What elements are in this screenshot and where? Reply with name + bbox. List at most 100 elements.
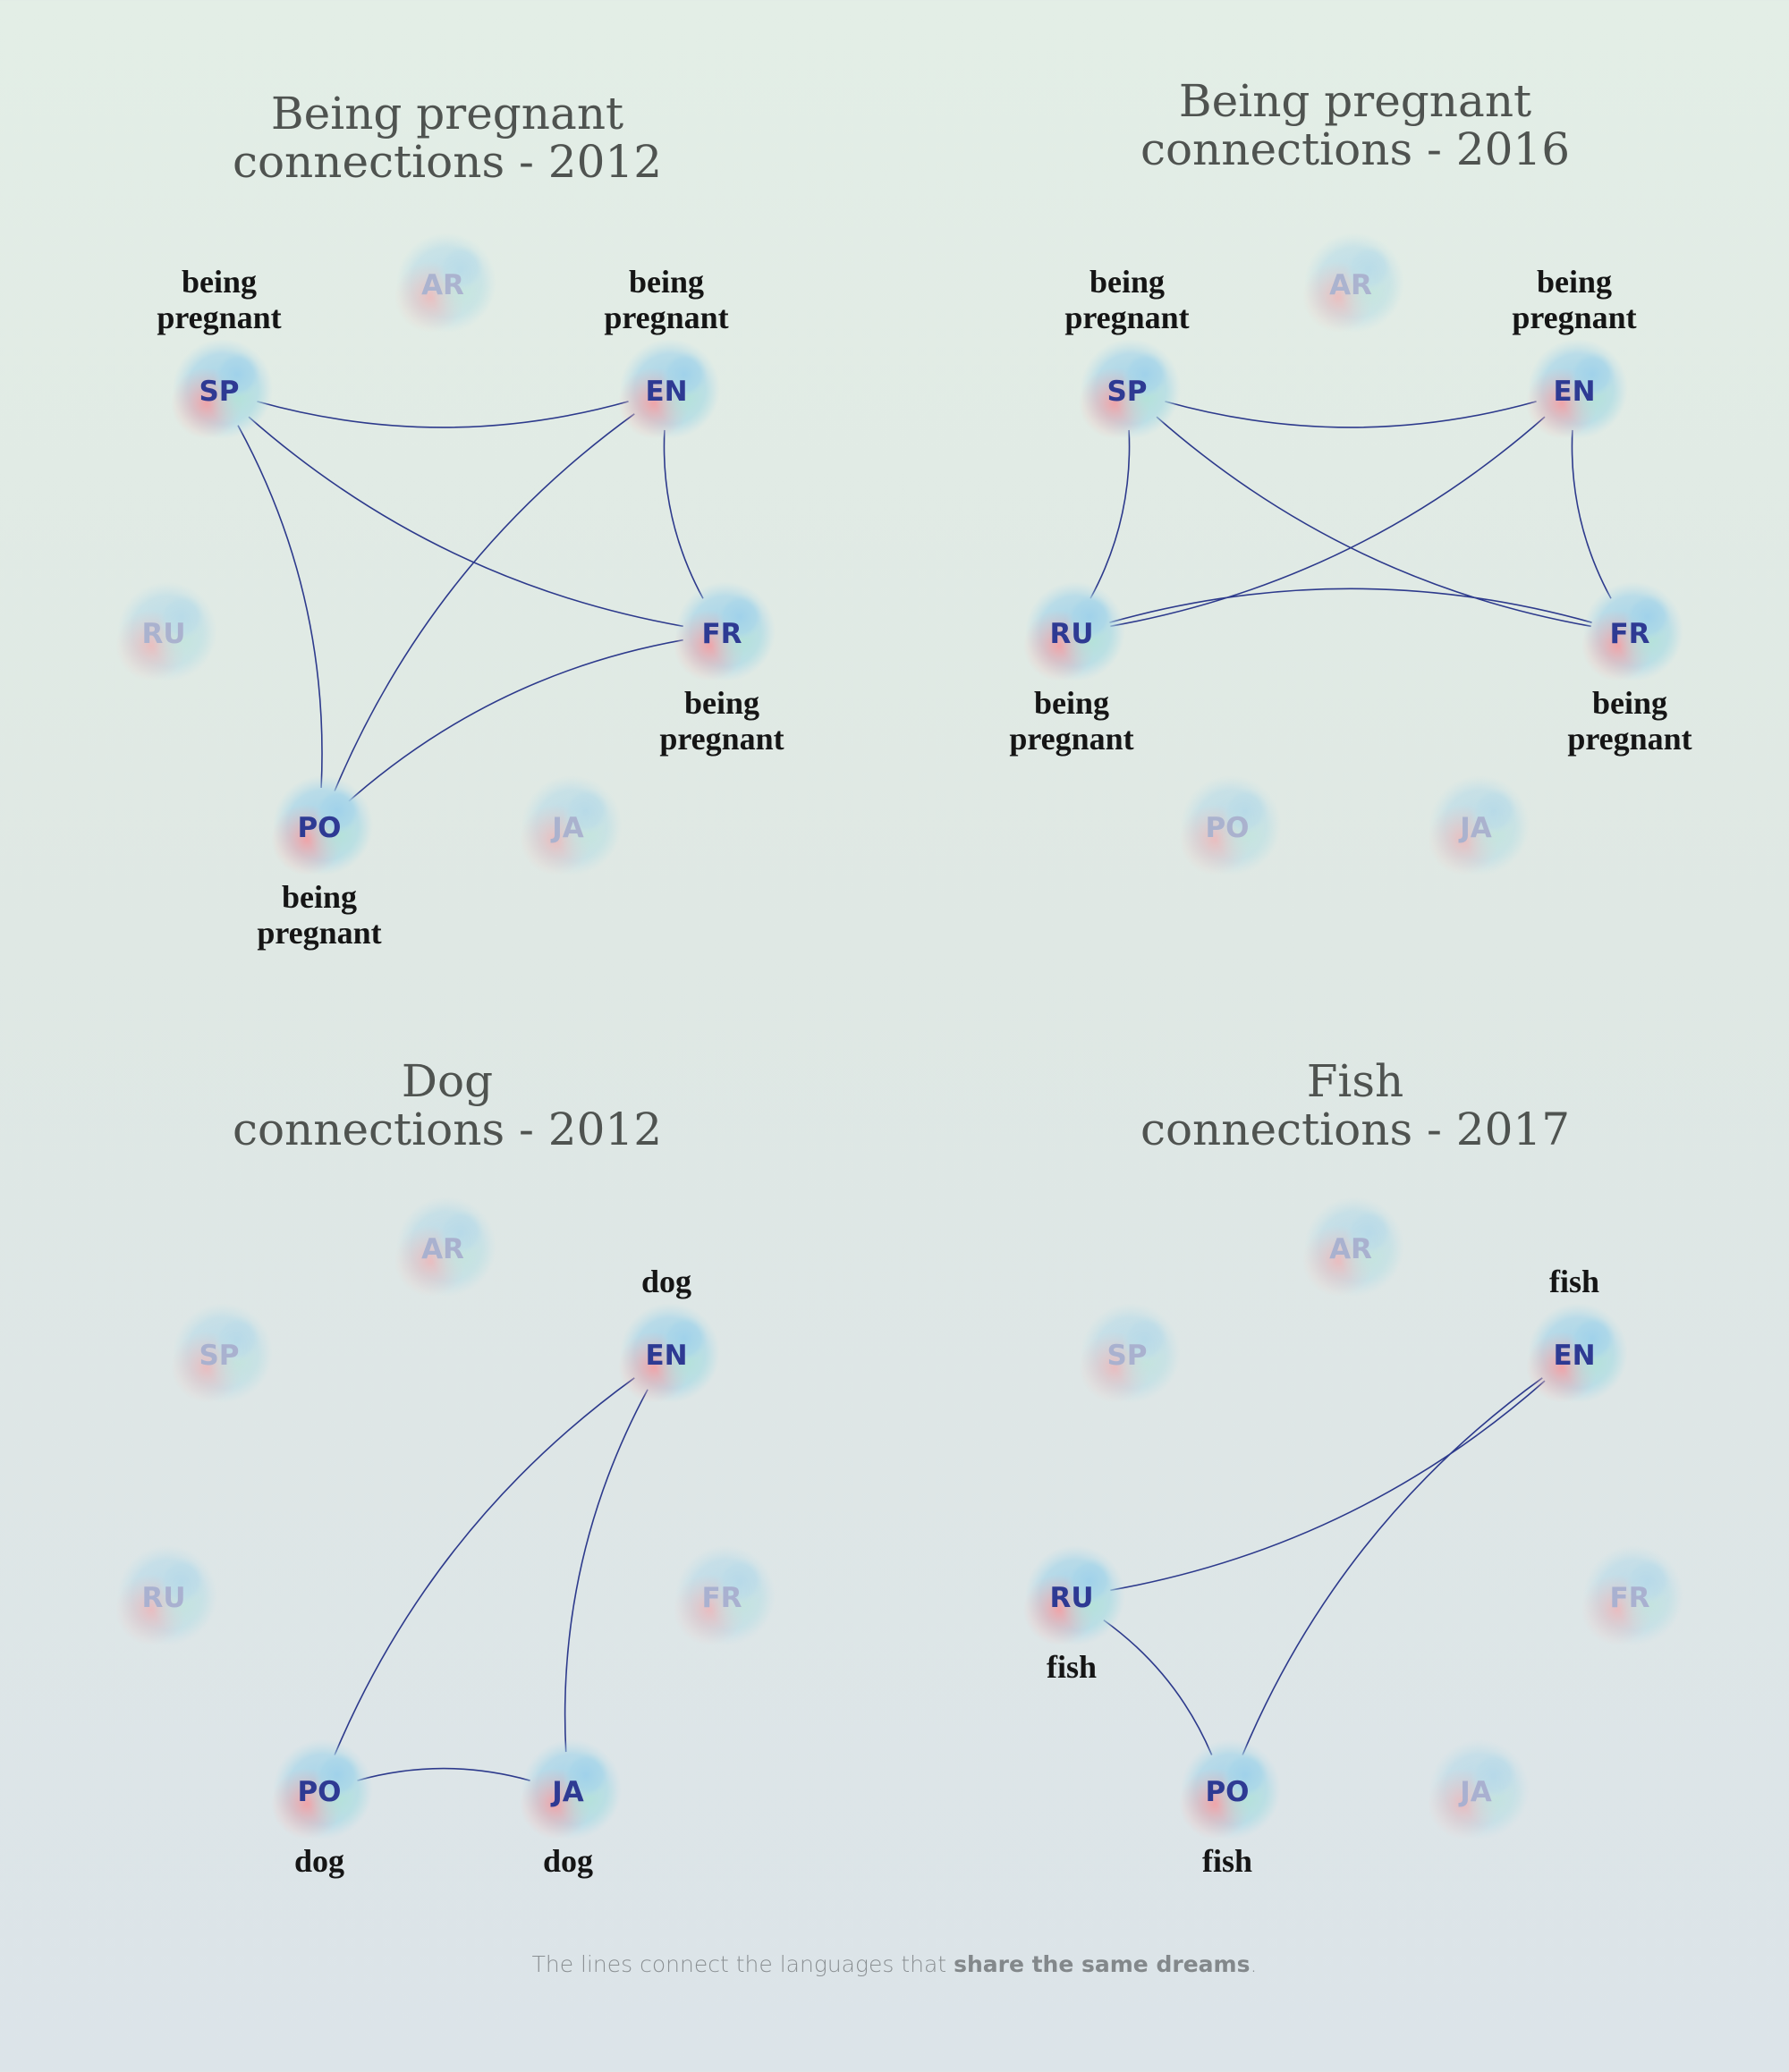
node-blob-blue-2 xyxy=(1122,1315,1168,1362)
edge-en-fr xyxy=(1571,429,1612,599)
word-label-en: fish xyxy=(1548,1264,1600,1299)
node-blob-blue-2 xyxy=(158,594,205,640)
node-code-label: AR xyxy=(421,1233,464,1265)
footer-period: . xyxy=(1250,1951,1258,1977)
node-code-label: AR xyxy=(1329,1233,1372,1265)
node-blob-blue-2 xyxy=(1471,788,1517,834)
edge-sp-fr xyxy=(1156,416,1591,628)
node-code-label: SP xyxy=(1106,1340,1147,1372)
language-node-po: PO xyxy=(1179,775,1281,875)
word-label-fr: being pregnant xyxy=(659,685,784,757)
language-node-ja: JA xyxy=(520,1739,622,1839)
panel-title: Being pregnant connections - 2016 xyxy=(908,77,1789,173)
node-code-label: AR xyxy=(1329,269,1372,301)
node-blob-blue-2 xyxy=(716,594,763,640)
node-code-label: FR xyxy=(701,618,742,650)
word-label-sp: being pregnant xyxy=(1064,264,1190,335)
language-node-ru: RU xyxy=(1023,581,1125,681)
language-node-sp: SP xyxy=(171,339,273,439)
word-label-fr: being pregnant xyxy=(1567,685,1692,757)
language-node-ja: JA xyxy=(1428,1739,1530,1839)
language-node-fr: FR xyxy=(1581,581,1683,681)
language-node-ar: AR xyxy=(1302,233,1404,333)
language-node-ar: AR xyxy=(394,233,496,333)
connection-graph: AR SP EN RU FR PO JA xyxy=(1023,1197,1683,1839)
node-blob-blue-2 xyxy=(1569,1315,1615,1362)
node-blob-blue-2 xyxy=(563,788,609,834)
language-node-po: PO xyxy=(271,775,373,875)
edge-sp-fr xyxy=(248,416,683,628)
node-blob-blue-2 xyxy=(1345,245,1392,292)
edge-sp-po xyxy=(237,425,323,789)
node-code-label: JA xyxy=(550,812,584,844)
language-node-en: EN xyxy=(618,339,720,439)
node-code-label: PO xyxy=(297,1776,341,1808)
panel-title-line2: connections - 2016 xyxy=(1140,123,1571,175)
panel-title-line2: connections - 2017 xyxy=(1140,1104,1571,1155)
panel-title-line2: connections - 2012 xyxy=(232,1104,663,1155)
node-blob-blue-2 xyxy=(437,1209,484,1256)
node-blob-blue-2 xyxy=(1345,1209,1392,1256)
word-label-en: being pregnant xyxy=(604,264,729,335)
language-node-en: EN xyxy=(1526,339,1628,439)
language-node-sp: SP xyxy=(1079,1303,1181,1403)
node-blob-blue-2 xyxy=(1624,594,1671,640)
word-label-en: being pregnant xyxy=(1512,264,1637,335)
node-blob-blue-2 xyxy=(1066,1558,1113,1604)
word-label-en: dog xyxy=(640,1264,692,1299)
node-code-label: JA xyxy=(1458,812,1492,844)
node-code-label: RU xyxy=(1049,618,1093,650)
edge-fr-po xyxy=(348,639,683,802)
node-blob-blue-2 xyxy=(1624,1558,1671,1604)
edge-sp-en xyxy=(257,401,629,428)
edge-en-po xyxy=(1242,1377,1543,1755)
word-label-po: being pregnant xyxy=(257,879,382,951)
node-code-label: RU xyxy=(141,618,185,650)
node-code-label: FR xyxy=(701,1582,742,1614)
edge-sp-en xyxy=(1165,401,1537,428)
language-node-sp: SP xyxy=(1079,339,1181,439)
word-label-ja: dog xyxy=(542,1843,594,1879)
panel-title: Being pregnant connections - 2012 xyxy=(0,89,894,186)
language-node-fr: FR xyxy=(674,1545,776,1645)
panel-title-line1: Dog xyxy=(401,1055,494,1107)
language-node-en: EN xyxy=(1526,1303,1628,1403)
node-blob-blue-2 xyxy=(314,1752,360,1798)
edge-ru-fr xyxy=(1109,588,1592,623)
node-blob-blue-2 xyxy=(1471,1752,1517,1798)
language-node-fr: FR xyxy=(674,581,776,681)
language-node-ru: RU xyxy=(115,581,217,681)
node-code-label: PO xyxy=(1205,812,1249,844)
language-node-po: PO xyxy=(271,1739,373,1839)
word-label-sp: being pregnant xyxy=(157,264,282,335)
node-blob-blue-2 xyxy=(661,1315,708,1362)
edge-ru-po xyxy=(1103,1619,1213,1755)
connection-graph: AR SP EN RU FR PO JA xyxy=(1023,233,1683,875)
language-node-ja: JA xyxy=(520,775,622,875)
node-blob-blue-2 xyxy=(661,351,708,398)
language-node-ru: RU xyxy=(115,1545,217,1645)
language-node-sp: SP xyxy=(171,1303,273,1403)
node-code-label: EN xyxy=(1553,1340,1595,1372)
node-blob-blue-2 xyxy=(214,1315,260,1362)
language-node-ar: AR xyxy=(394,1197,496,1297)
footer-text: The lines connect the languages that xyxy=(531,1951,954,1977)
connection-graph: AR SP EN RU FR PO JA xyxy=(115,1197,776,1839)
edge-en-po xyxy=(334,413,635,791)
node-code-label: AR xyxy=(421,269,464,301)
edge-sp-ru xyxy=(1090,429,1131,599)
panel-title-line1: Being pregnant xyxy=(270,88,624,140)
panel-title: Dog connections - 2012 xyxy=(0,1057,894,1154)
panel-title-line1: Being pregnant xyxy=(1178,75,1532,127)
node-blob-blue-2 xyxy=(314,788,360,834)
node-blob-blue-2 xyxy=(1222,1752,1268,1798)
edge-en-ru xyxy=(1110,416,1546,628)
node-blob-blue-2 xyxy=(158,1558,205,1604)
panel-being-pregnant-2016: Being pregnant connections - 2016 AR SP EN RU… xyxy=(908,0,1789,966)
node-blob-blue-2 xyxy=(716,1558,763,1604)
node-code-label: EN xyxy=(1553,376,1595,408)
node-blob-blue-2 xyxy=(1066,594,1113,640)
node-blob-blue-2 xyxy=(1122,351,1168,398)
edge-en-fr xyxy=(663,429,704,599)
node-blob-blue-2 xyxy=(214,351,260,398)
